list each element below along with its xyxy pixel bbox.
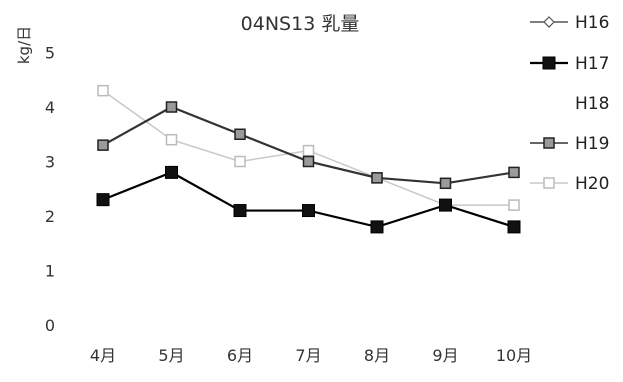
data-point: [233, 204, 247, 218]
data-point: [439, 177, 452, 190]
y-tick-label: 4: [45, 98, 55, 117]
data-point: [543, 137, 555, 149]
data-point: [508, 166, 520, 179]
data-point: [165, 133, 178, 146]
data-point: [371, 172, 383, 184]
legend-label-h20: H20: [575, 174, 609, 194]
legend: H16 H17 H18 H19 H20: [530, 13, 609, 194]
data-point: [508, 199, 520, 211]
y-tick-label: 0: [45, 316, 55, 335]
data-point: [543, 16, 555, 28]
data-point: [542, 56, 556, 70]
x-tick-label: 4月: [90, 346, 116, 365]
data-point: [302, 155, 315, 168]
x-tick-label: 6月: [227, 346, 253, 365]
y-axis-label: kg/日: [15, 26, 33, 64]
legend-label-h18: H18: [575, 94, 609, 114]
x-tick-label: 9月: [432, 346, 458, 365]
y-tick-label: 1: [45, 262, 55, 281]
y-axis-ticks: 0 1 2 3 4 5: [45, 44, 55, 336]
data-point: [302, 144, 315, 157]
x-axis-ticks: 4月 5月 6月 7月 8月 9月 10月: [90, 346, 532, 365]
x-tick-label: 7月: [295, 346, 321, 365]
legend-label-h16: H16: [575, 13, 609, 33]
x-tick-label: 10月: [496, 346, 532, 365]
data-point: [302, 204, 315, 218]
data-point: [234, 155, 246, 168]
data-point: [165, 101, 178, 113]
data-point: [96, 193, 110, 207]
series-line-h17: [102, 171, 515, 229]
data-point: [439, 198, 452, 212]
legend-label-h17: H17: [575, 54, 609, 74]
data-point: [97, 84, 109, 97]
data-point: [165, 165, 178, 179]
series-lines: [96, 84, 521, 234]
y-tick-label: 5: [45, 44, 55, 63]
y-tick-label: 3: [45, 153, 55, 172]
x-tick-label: 8月: [364, 346, 390, 365]
data-point: [507, 220, 521, 234]
data-point: [370, 220, 384, 234]
data-point: [234, 128, 246, 140]
chart-title: 04NS13 乳量: [241, 13, 360, 35]
y-tick-label: 2: [45, 207, 55, 226]
x-tick-label: 5月: [158, 346, 184, 365]
data-point: [543, 177, 555, 189]
legend-label-h19: H19: [575, 134, 609, 154]
data-point: [97, 139, 109, 151]
